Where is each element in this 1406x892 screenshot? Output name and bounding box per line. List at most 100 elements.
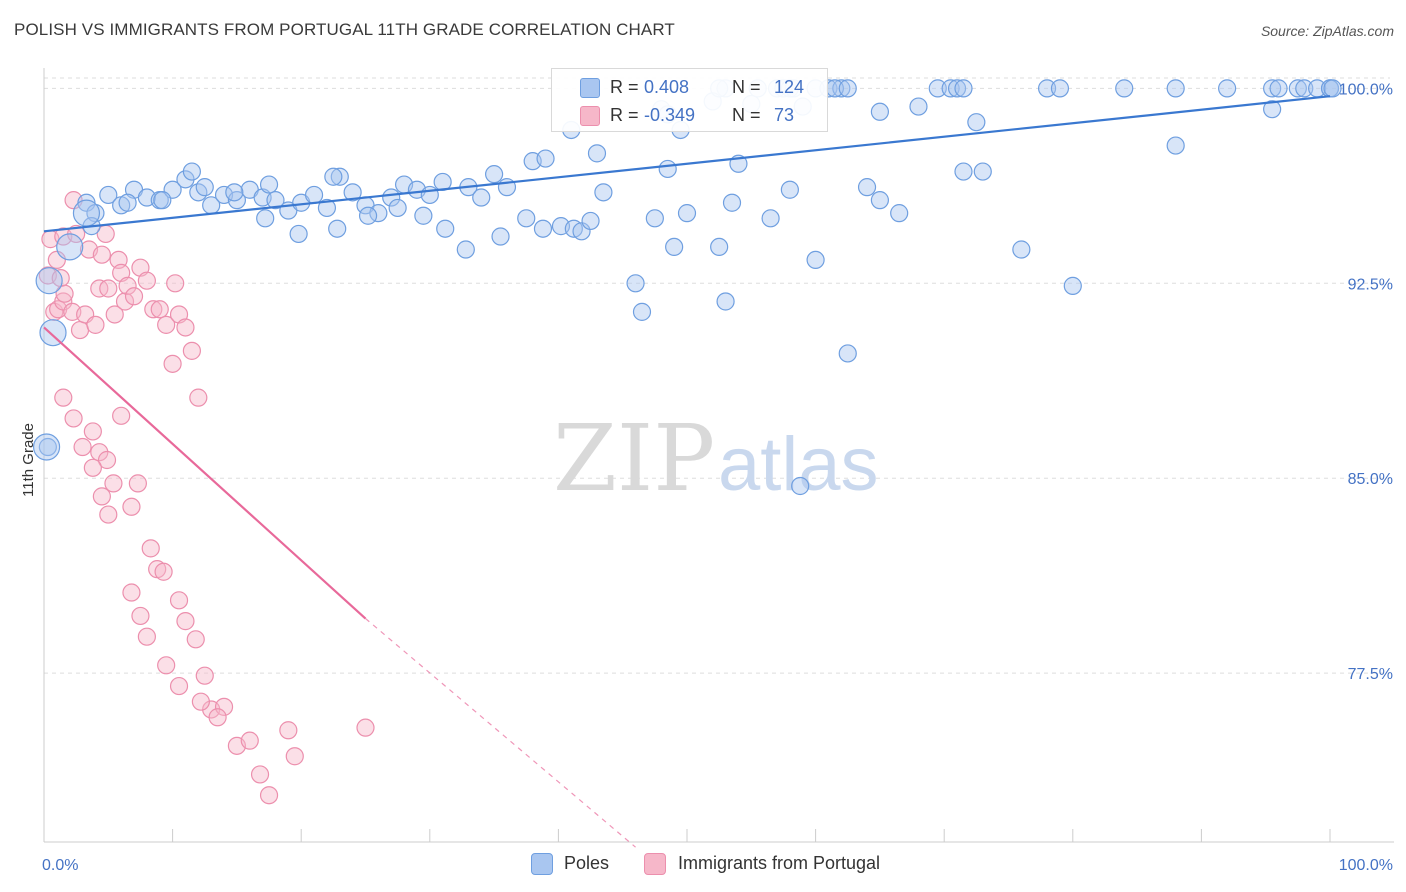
poles-point-large (39, 319, 67, 347)
legend-swatch-poles[interactable] (531, 853, 553, 875)
legend-n-label: N = (732, 105, 761, 125)
portugal-point (356, 718, 375, 737)
portugal-point (182, 341, 201, 360)
poles-point (677, 204, 697, 223)
portugal-point (144, 300, 163, 319)
poles-point (710, 237, 729, 257)
poles-point (491, 227, 510, 246)
portugal-point (118, 276, 137, 295)
poles-point (1063, 276, 1082, 295)
watermark-zip: ZIP (553, 405, 715, 512)
poles-point (1166, 136, 1185, 155)
legend-label-portugal[interactable]: Immigrants from Portugal (678, 853, 881, 873)
portugal-point (92, 245, 111, 264)
legend-r-label: R = (610, 105, 639, 125)
portugal-trend-extension (365, 618, 636, 848)
poles-point (388, 198, 407, 218)
portugal-point (122, 583, 141, 602)
poles-point (632, 302, 652, 321)
legend-n-value: 73 (774, 105, 795, 125)
poles-point (572, 222, 591, 241)
series-poles-points (32, 79, 1342, 496)
poles-point (472, 188, 491, 207)
poles-point (1115, 79, 1134, 98)
poles-point (99, 185, 118, 205)
poles-point-large (32, 433, 61, 461)
portugal-point (189, 388, 208, 407)
portugal-point (128, 474, 147, 493)
portugal-point (166, 274, 185, 293)
poles-point (791, 476, 810, 496)
legend-label-poles[interactable]: Poles (564, 853, 610, 873)
poles-point (1263, 100, 1282, 119)
y-tick-label: 77.5% (1348, 666, 1393, 683)
poles-point (517, 209, 536, 228)
portugal-point (137, 271, 156, 290)
poles-point (838, 79, 857, 98)
x-tick-label: 100.0% (1339, 857, 1393, 874)
portugal-point (83, 458, 102, 477)
portugal-point (285, 747, 304, 766)
poles-point (1037, 79, 1057, 98)
portugal-point (208, 708, 227, 727)
poles-point (967, 113, 986, 132)
poles-point (324, 167, 343, 186)
chart-title: POLISH VS IMMIGRANTS FROM PORTUGAL 11TH … (14, 20, 675, 39)
poles-point (594, 183, 613, 202)
watermark: ZIP atlas (553, 405, 879, 512)
legend-swatch-portugal[interactable] (644, 853, 666, 875)
portugal-point (163, 354, 182, 373)
poles-point (890, 204, 909, 223)
portugal-point (176, 318, 195, 337)
poles-point (1050, 79, 1070, 98)
portugal-point (124, 287, 144, 306)
poles-point (1323, 79, 1342, 98)
portugal-point (195, 666, 214, 685)
poles-point (536, 149, 555, 168)
poles-point (954, 162, 973, 181)
poles-point (909, 97, 928, 116)
poles-point-large (35, 267, 63, 295)
portugal-point (112, 406, 131, 425)
poles-point (806, 250, 825, 270)
series-legend: Poles Immigrants from Portugal (531, 852, 931, 876)
watermark-atlas: atlas (718, 422, 879, 507)
legend-row-portugal: R = -0.349 N = 73 (552, 101, 827, 129)
poles-point (414, 206, 433, 225)
portugal-point (150, 300, 169, 319)
poles-point (870, 191, 890, 210)
poles-point (182, 162, 201, 181)
poles-point (941, 79, 960, 98)
x-tick-label: 0.0% (42, 857, 78, 874)
poles-point (436, 219, 455, 238)
poles-point (456, 240, 475, 259)
portugal-point (176, 612, 195, 631)
poles-point (225, 183, 244, 202)
poles-point (832, 79, 851, 98)
poles-point (1269, 79, 1288, 98)
poles-point (587, 144, 607, 163)
portugal-point (157, 315, 176, 334)
poles-point (626, 274, 645, 293)
portugal-point (105, 305, 124, 324)
portugal-point (92, 487, 111, 506)
poles-point (266, 191, 285, 210)
legend-r-value: 0.408 (644, 77, 690, 97)
source-label[interactable]: Source: ZipAtlas.com (1260, 23, 1394, 39)
poles-point (328, 219, 347, 238)
poles-point (195, 178, 214, 197)
poles-point (304, 185, 324, 205)
poles-point (533, 219, 553, 238)
poles-point (1295, 79, 1314, 98)
portugal-point (115, 292, 135, 311)
legend-n-label: N = (732, 77, 761, 97)
poles-point (256, 209, 275, 228)
poles-point-large (72, 199, 101, 227)
poles-point-large (56, 233, 84, 261)
portugal-point (279, 721, 298, 740)
poles-point (838, 344, 857, 363)
portugal-point (191, 692, 210, 711)
stats-legend: R = 0.408 N = 124 R = -0.349 N = 73 (551, 68, 828, 132)
trend-lines (43, 95, 1331, 848)
legend-swatch-portugal (580, 106, 600, 126)
